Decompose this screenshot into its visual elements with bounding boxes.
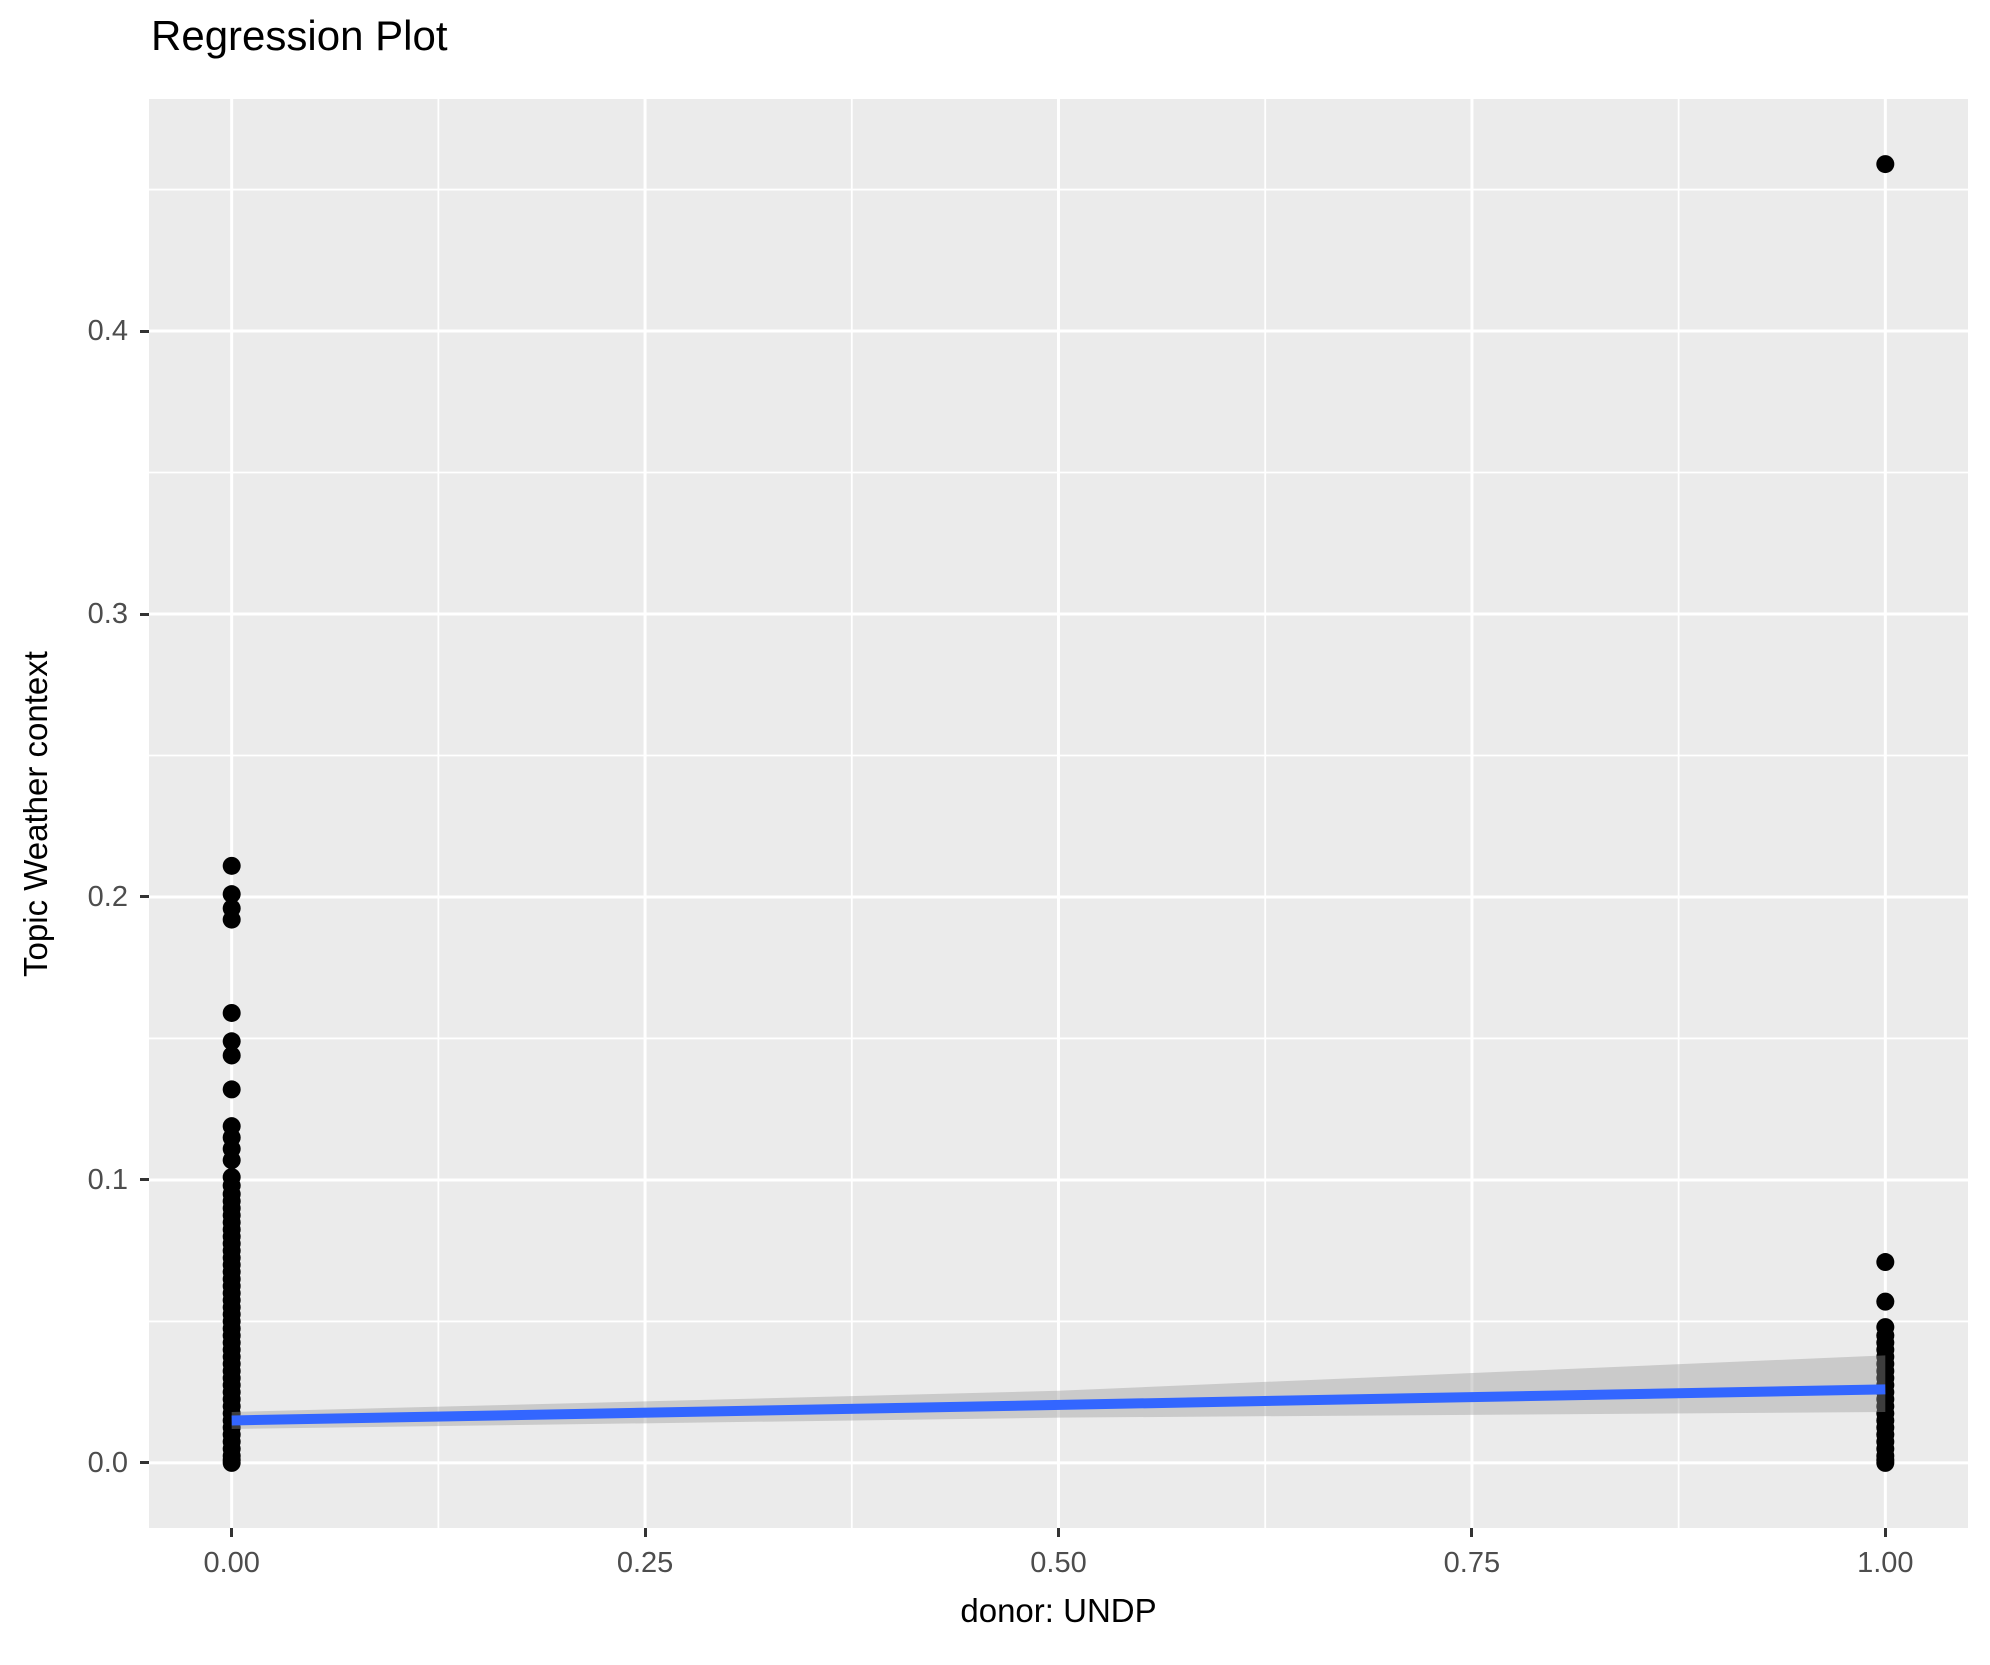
y-tick-label: 0.2 [87, 880, 128, 913]
data-point [222, 885, 241, 904]
data-point [222, 1003, 241, 1022]
y-tick-label: 0.0 [87, 1446, 128, 1479]
x-tick-mark [230, 1528, 234, 1537]
x-tick-mark [1470, 1528, 1474, 1537]
y-tick-mark [140, 612, 149, 616]
y-axis-title: Topic Weather context [17, 650, 54, 977]
data-point [222, 1046, 241, 1065]
y-tick-mark [140, 895, 149, 899]
data-point [222, 1080, 241, 1099]
data-point [1876, 155, 1895, 174]
data-point [1876, 1253, 1895, 1272]
chart-canvas [149, 99, 1968, 1528]
x-tick-label: 0.50 [1030, 1547, 1087, 1579]
x-tick-label: 0.25 [616, 1547, 674, 1579]
x-tick-mark [1883, 1528, 1887, 1537]
x-tick-mark [643, 1528, 647, 1537]
data-point [1876, 1292, 1895, 1311]
data-point [222, 910, 241, 929]
y-tick-label: 0.4 [87, 315, 128, 348]
data-point [222, 1151, 241, 1170]
y-tick-mark [140, 329, 149, 333]
data-point [222, 1032, 241, 1051]
data-point [1876, 1453, 1895, 1472]
x-tick-mark [1057, 1528, 1060, 1537]
x-tick-label: 1.00 [1857, 1547, 1914, 1579]
y-tick-mark [140, 1178, 149, 1182]
y-tick-label: 0.1 [87, 1163, 128, 1196]
plot-title: Regression Plot [151, 12, 448, 59]
data-point [222, 1453, 241, 1472]
x-tick-label: 0.00 [203, 1547, 260, 1579]
data-point [222, 856, 241, 875]
x-tick-label: 0.75 [1443, 1547, 1501, 1579]
y-tick-mark [140, 1461, 149, 1465]
y-tick-label: 0.3 [87, 598, 128, 630]
regression-line [231, 1384, 1886, 1426]
x-axis-title: donor: UNDP [960, 1592, 1157, 1629]
